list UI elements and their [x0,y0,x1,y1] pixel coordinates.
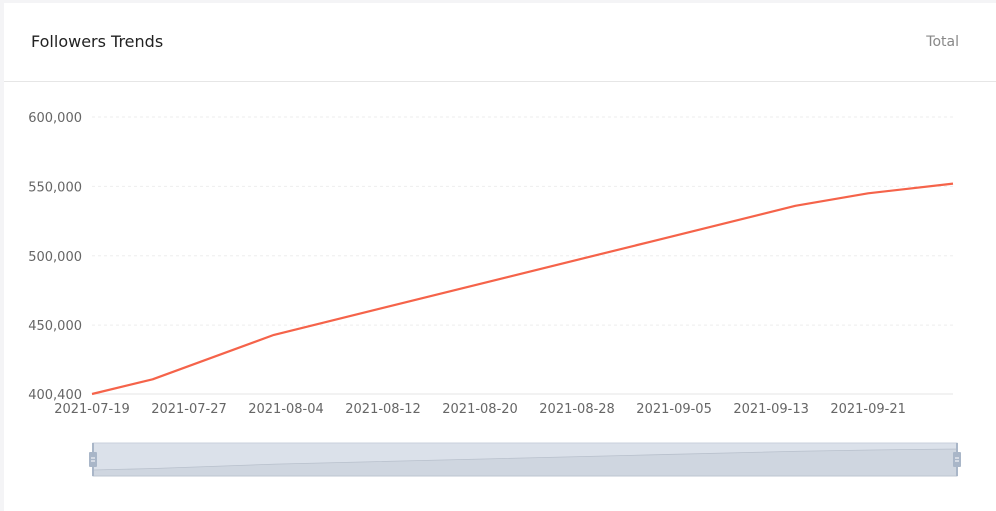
x-tick-label: 2021-07-27 [151,402,227,417]
total-tab[interactable]: Total [926,34,959,50]
y-tick-label: 400,400 [28,388,82,403]
x-tick-label: 2021-08-04 [248,402,324,417]
x-tick-label: 2021-08-20 [442,402,518,417]
y-tick-label: 500,000 [28,250,82,265]
data-zoom-slider[interactable] [89,442,961,477]
x-tick-label: 2021-08-28 [539,402,615,417]
slider-handle-right[interactable] [953,452,961,467]
followers-trends-card: Followers Trends Total [4,3,996,511]
y-tick-label: 450,000 [28,319,82,334]
slider-handle-left[interactable] [89,452,97,467]
x-tick-label: 2021-09-13 [733,402,809,417]
card-header: Followers Trends Total [4,3,996,82]
x-tick-label: 2021-08-12 [345,402,421,417]
y-tick-label: 550,000 [28,180,82,195]
card-title: Followers Trends [31,32,164,51]
x-tick-label: 2021-09-21 [830,402,906,417]
x-tick-label: 2021-09-05 [636,402,712,417]
series-line [91,182,954,396]
x-tick-label: 2021-07-19 [54,402,130,417]
y-tick-label: 600,000 [28,111,82,126]
